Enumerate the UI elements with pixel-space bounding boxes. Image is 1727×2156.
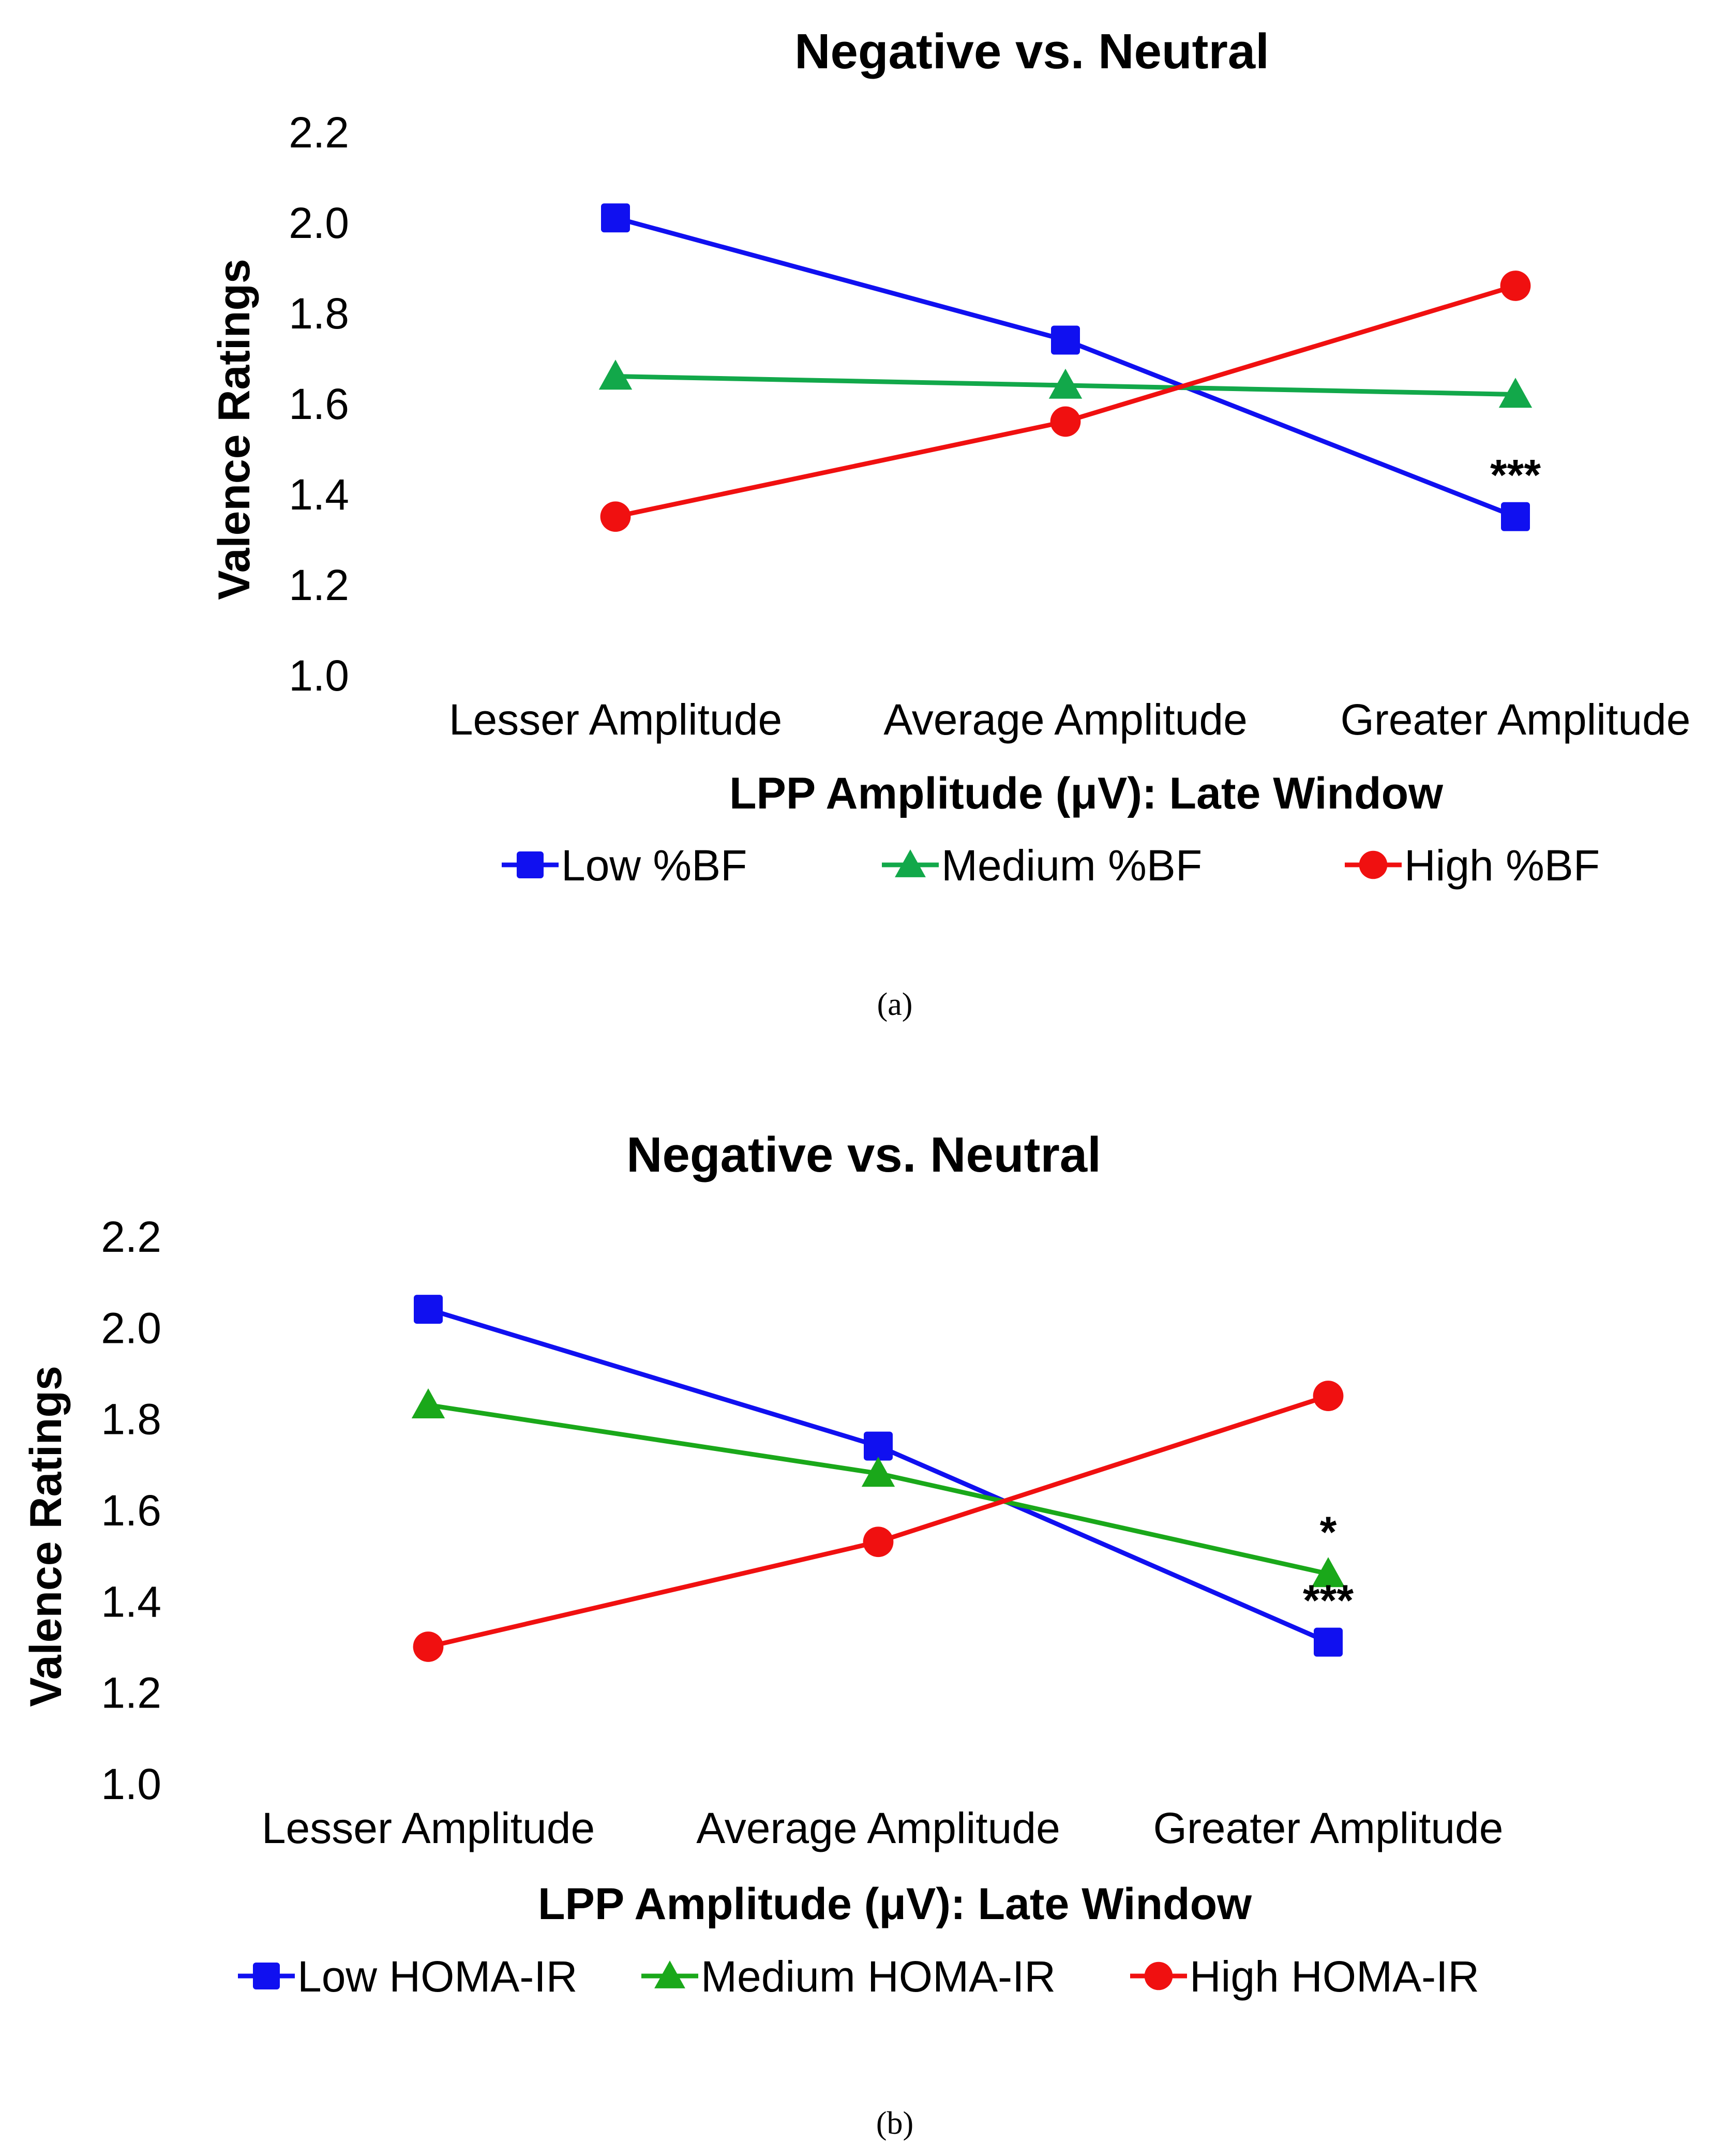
data-point: [598, 360, 633, 390]
y-tick-label: 1.0: [289, 651, 349, 700]
data-point: [1313, 1381, 1344, 1411]
y-tick-label: 2.0: [289, 199, 349, 247]
x-category-label: Greater Amplitude: [1340, 695, 1690, 744]
legend-label: Low %BF: [561, 841, 747, 890]
legend-label: High %BF: [1404, 841, 1600, 890]
x-category-label: Lesser Amplitude: [262, 1804, 595, 1852]
y-tick-label: 1.4: [289, 470, 349, 519]
data-point: [1311, 1557, 1345, 1588]
legend-marker: [253, 1963, 280, 1989]
y-tick-label: 1.4: [101, 1577, 161, 1626]
data-point: [861, 1457, 895, 1487]
x-axis-label-a: LPP Amplitude (μV): Late Window: [729, 769, 1444, 818]
data-point: [413, 1631, 444, 1662]
y-tick-label: 2.0: [101, 1304, 161, 1352]
series-b: [411, 1295, 1345, 1662]
legend-marker: [895, 849, 926, 877]
y-tick-label: 2.2: [101, 1212, 161, 1261]
data-point: [601, 203, 630, 233]
data-point: [863, 1526, 894, 1558]
x-categories-b: Lesser Amplitude Average Amplitude Greater…: [262, 1804, 1504, 1852]
legend-marker: [517, 851, 544, 878]
x-category-label: Average Amplitude: [696, 1804, 1060, 1852]
data-point: [1048, 368, 1083, 399]
y-tick-label: 1.2: [289, 561, 349, 609]
y-tick-label: 1.6: [101, 1486, 161, 1535]
x-category-label: Lesser Amplitude: [449, 695, 782, 744]
legend-a: Low %BF Medium %BF High %BF: [502, 841, 1600, 890]
data-point: [1051, 325, 1080, 355]
panel-a: Negative vs. Neutral Valence Ratings 1.0…: [209, 24, 1691, 1022]
data-point: [864, 1431, 893, 1461]
series-line: [614, 215, 1516, 519]
y-axis-label-a: Valence Ratings: [209, 259, 259, 600]
x-categories-a: Lesser Amplitude Average Amplitude Greater…: [449, 695, 1691, 744]
y-ticks-a: 1.0 1.2 1.4 1.6 1.8 2.0 2.2: [289, 108, 349, 700]
data-point: [1500, 271, 1531, 301]
x-category-label: Average Amplitude: [883, 695, 1248, 744]
data-point: [1314, 1627, 1343, 1657]
chart-title-b: Negative vs. Neutral: [626, 1127, 1101, 1182]
legend-marker: [1144, 1962, 1173, 1990]
panel-b: Negative vs. Neutral Valence Ratings 1.0…: [21, 1127, 1504, 2141]
panel-caption-b: (b): [876, 2106, 913, 2141]
chart-title-a: Negative vs. Neutral: [794, 24, 1269, 79]
legend-label: Low HOMA-IR: [297, 1952, 577, 2001]
significance-annotation: ***: [1303, 1576, 1354, 1625]
legend-label: Medium HOMA-IR: [701, 1952, 1056, 2001]
annotations-a: ***: [1490, 451, 1541, 499]
y-tick-label: 1.0: [101, 1760, 161, 1808]
significance-annotation: *: [1320, 1507, 1337, 1556]
panel-caption-a: (a): [877, 987, 913, 1022]
annotations-b: ****: [1303, 1507, 1354, 1624]
series-a: [598, 203, 1533, 532]
data-point: [1501, 502, 1530, 531]
x-axis-label-b: LPP Amplitude (μV): Late Window: [538, 1879, 1252, 1929]
series-line: [615, 283, 1516, 519]
data-point: [1050, 406, 1081, 437]
x-category-label: Greater Amplitude: [1153, 1804, 1503, 1852]
data-point: [1498, 378, 1533, 408]
y-tick-label: 1.6: [289, 380, 349, 428]
y-tick-label: 1.8: [289, 289, 349, 338]
legend-marker: [1359, 850, 1388, 879]
legend-marker: [654, 1960, 685, 1988]
y-tick-label: 2.2: [289, 108, 349, 157]
legend-b: Low HOMA-IR Medium HOMA-IR High HOMA-IR: [238, 1952, 1479, 2001]
y-ticks-b: 1.0 1.2 1.4 1.6 1.8 2.0 2.2: [101, 1212, 161, 1808]
legend-label: Medium %BF: [941, 841, 1202, 890]
significance-annotation: ***: [1490, 451, 1541, 499]
y-tick-label: 1.8: [101, 1395, 161, 1444]
y-tick-label: 1.2: [101, 1669, 161, 1717]
data-point: [414, 1295, 443, 1324]
y-axis-label-b: Valence Ratings: [21, 1366, 71, 1707]
data-point: [600, 501, 631, 532]
data-point: [411, 1388, 445, 1418]
legend-label: High HOMA-IR: [1190, 1952, 1479, 2001]
